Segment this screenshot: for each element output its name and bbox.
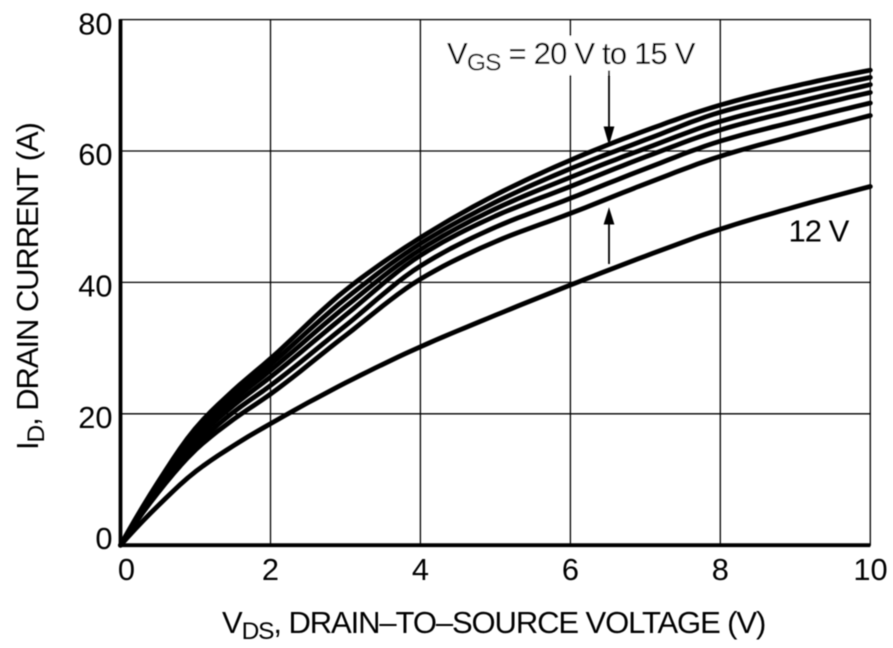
svg-text:6: 6 — [562, 552, 579, 587]
svg-text:2: 2 — [262, 552, 279, 587]
svg-text:8: 8 — [712, 552, 729, 587]
svg-text:0: 0 — [118, 552, 135, 587]
svg-text:0: 0 — [95, 521, 112, 556]
svg-text:12 V: 12 V — [789, 214, 850, 249]
svg-text:VDS, DRAIN–TO–SOURCE VOLTAGE (: VDS, DRAIN–TO–SOURCE VOLTAGE (V) — [222, 605, 765, 645]
svg-text:80: 80 — [78, 7, 112, 42]
svg-text:20: 20 — [78, 400, 112, 435]
svg-text:ID, DRAIN CURRENT (A): ID, DRAIN CURRENT (A) — [10, 123, 50, 450]
svg-text:4: 4 — [412, 552, 429, 587]
svg-text:VGS = 20 V to 15 V: VGS = 20 V to 15 V — [447, 36, 696, 76]
svg-text:60: 60 — [78, 137, 112, 172]
svg-text:10: 10 — [853, 552, 887, 587]
svg-text:40: 40 — [78, 268, 112, 303]
